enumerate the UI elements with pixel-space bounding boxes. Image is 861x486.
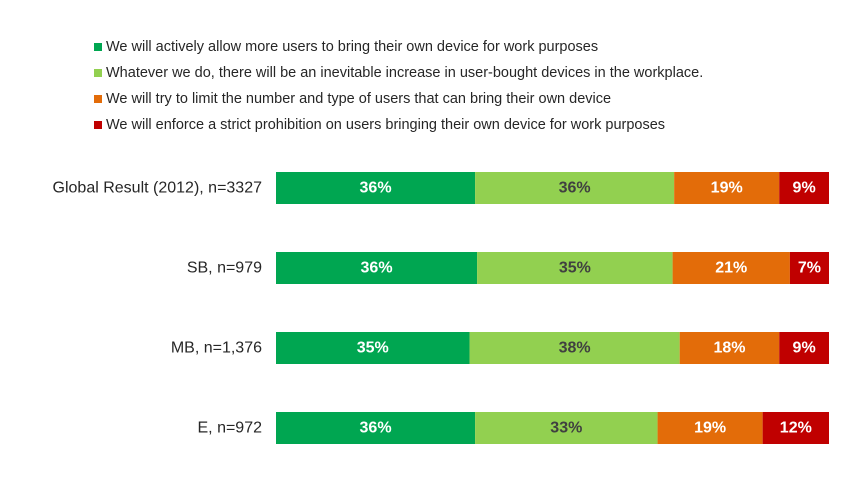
category-label: E, n=972: [198, 420, 263, 437]
data-label: 19%: [711, 180, 743, 197]
category-label: Global Result (2012), n=3327: [53, 180, 263, 197]
legend-label: We will try to limit the number and type…: [106, 91, 612, 107]
legend-label: We will actively allow more users to bri…: [106, 39, 599, 55]
bar-segment: [475, 172, 675, 204]
data-label: 35%: [559, 260, 591, 277]
legend-label: Whatever we do, there will be an inevita…: [106, 65, 704, 81]
bar-segment: [475, 412, 658, 444]
legend-label: We will enforce a strict prohibition on …: [106, 117, 666, 133]
data-label: 36%: [559, 180, 591, 197]
bar-segment: [672, 252, 790, 284]
bar-segment: [762, 412, 829, 444]
bar-segment: [276, 252, 478, 284]
legend-item: We will actively allow more users to bri…: [94, 34, 703, 60]
category-label: SB, n=979: [187, 260, 262, 277]
data-label: 36%: [361, 260, 393, 277]
bar-segment: [789, 252, 829, 284]
legend-swatch: [94, 121, 102, 129]
data-label: 9%: [793, 180, 816, 197]
bar-segment: [674, 172, 780, 204]
data-label: 18%: [713, 340, 745, 357]
data-label: 9%: [793, 340, 816, 357]
legend: We will actively allow more users to bri…: [94, 34, 703, 138]
legend-item: Whatever we do, there will be an inevita…: [94, 60, 703, 86]
data-label: 36%: [360, 420, 392, 437]
bar-segment: [469, 332, 680, 364]
bar-segment: [779, 172, 829, 204]
data-label: 35%: [357, 340, 389, 357]
data-label: 36%: [360, 180, 392, 197]
data-label: 38%: [559, 340, 591, 357]
legend-item: We will enforce a strict prohibition on …: [94, 112, 703, 138]
bar-segment: [477, 252, 673, 284]
data-label: 33%: [550, 420, 582, 437]
bar-segment: [679, 332, 780, 364]
legend-swatch: [94, 95, 102, 103]
data-label: 12%: [780, 420, 812, 437]
legend-swatch: [94, 43, 102, 51]
legend-item: We will try to limit the number and type…: [94, 86, 703, 112]
data-label: 19%: [694, 420, 726, 437]
bar-segment: [779, 332, 829, 364]
bar-segment: [276, 332, 470, 364]
bar-segment: [276, 172, 476, 204]
category-label: MB, n=1,376: [171, 340, 262, 357]
data-label: 7%: [798, 260, 821, 277]
bar-segment: [657, 412, 763, 444]
bar-segment: [276, 412, 476, 444]
legend-swatch: [94, 69, 102, 77]
data-label: 21%: [715, 260, 747, 277]
